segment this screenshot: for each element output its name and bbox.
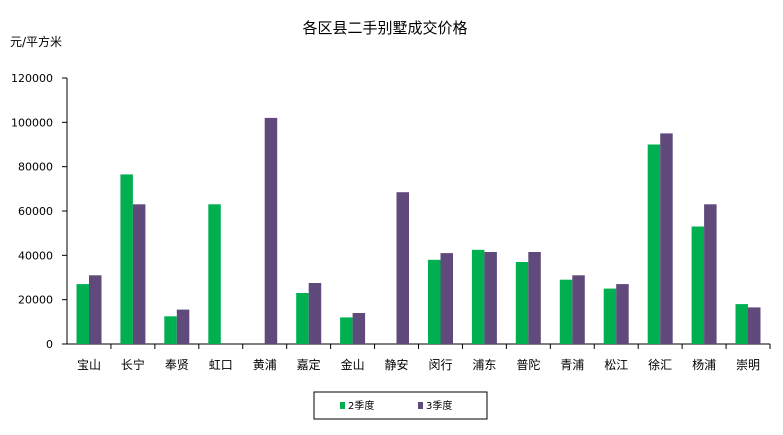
bar: [484, 252, 497, 344]
x-tick-label: 浦东: [472, 358, 496, 372]
legend-swatch: [418, 402, 423, 409]
x-tick-label: 奉贤: [165, 358, 189, 372]
y-tick-label: 100000: [11, 116, 53, 129]
bar: [164, 316, 177, 344]
legend: 2季度 3季度: [313, 391, 488, 420]
bar: [89, 275, 102, 344]
x-tick-label: 虹口: [209, 358, 233, 372]
x-tick-label: 嘉定: [297, 357, 321, 372]
x-tick-label: 金山: [341, 357, 365, 372]
x-tick-label: 闵行: [428, 357, 452, 372]
bar: [616, 284, 629, 344]
bar: [208, 204, 221, 344]
bar: [528, 252, 541, 344]
bar: [76, 284, 89, 344]
x-tick-label: 松江: [604, 358, 628, 372]
bar: [308, 283, 322, 344]
bar: [264, 117, 278, 345]
bar: [428, 259, 441, 344]
chart-title: 各区县二手别墅成交价格: [302, 19, 467, 37]
plot-area: 0 20000 40000 60000 80000 100000 120000 宝山 长宁 奉贤 虹…: [11, 72, 771, 372]
y-tick-label: 60000: [18, 205, 53, 218]
bar: [120, 174, 133, 344]
legend-box: [313, 391, 488, 420]
legend-label: 3季度: [426, 399, 452, 412]
bar: [515, 262, 529, 344]
bar: [340, 317, 353, 344]
bar: [352, 313, 366, 344]
bar: [396, 192, 409, 344]
bar: [704, 204, 717, 344]
x-tick-label: 普陀: [516, 357, 540, 372]
bar: [660, 133, 673, 344]
x-tick-label: 青浦: [560, 358, 584, 372]
x-tick-label: 宝山: [77, 358, 101, 372]
bar: [603, 288, 617, 344]
bar: [735, 304, 748, 344]
x-tick-label: 长宁: [121, 357, 145, 372]
x-tick-label: 黄浦: [253, 358, 277, 372]
bar: [440, 253, 453, 344]
bar: [572, 275, 585, 344]
y-tick-label: 0: [46, 338, 53, 351]
x-tick-label: 杨浦: [692, 357, 716, 372]
y-axis-label: 元/平方米: [10, 34, 62, 49]
y-tick-label: 80000: [18, 161, 53, 174]
legend-label: 2季度: [348, 399, 374, 412]
bar: [647, 144, 661, 344]
x-tick-label: 静安: [385, 357, 409, 372]
bar: [296, 293, 309, 344]
y-tick-label: 120000: [11, 72, 53, 85]
bar: [691, 226, 705, 344]
legend-swatch: [340, 402, 345, 409]
x-tick-label: 徐汇: [648, 357, 672, 372]
bar: [471, 249, 485, 344]
y-tick-label: 20000: [18, 294, 53, 307]
bar: [132, 204, 146, 344]
y-tick-label: 40000: [18, 249, 53, 262]
bar: [559, 279, 573, 344]
bar: [748, 307, 761, 344]
x-tick-label: 崇明: [736, 358, 760, 372]
bar: [176, 309, 190, 344]
